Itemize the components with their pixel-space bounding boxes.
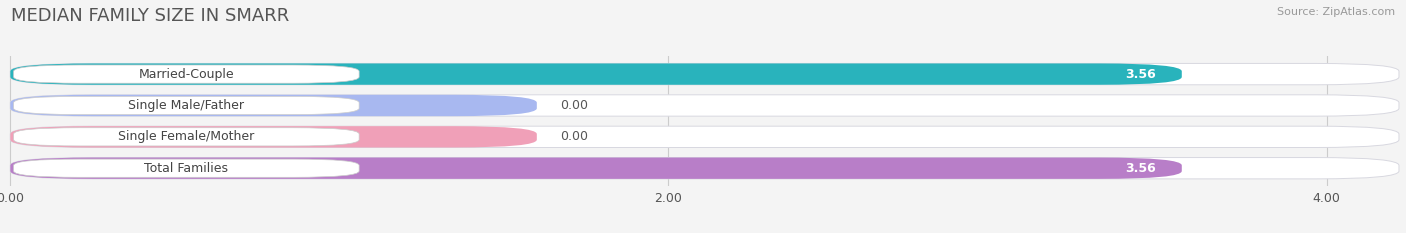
FancyBboxPatch shape (10, 63, 1182, 85)
FancyBboxPatch shape (10, 158, 1399, 179)
Text: Single Female/Mother: Single Female/Mother (118, 130, 254, 143)
FancyBboxPatch shape (10, 126, 537, 147)
FancyBboxPatch shape (14, 96, 359, 115)
FancyBboxPatch shape (14, 128, 359, 146)
Text: Single Male/Father: Single Male/Father (128, 99, 245, 112)
Text: 3.56: 3.56 (1125, 162, 1156, 175)
Text: Married-Couple: Married-Couple (139, 68, 235, 81)
FancyBboxPatch shape (14, 65, 359, 83)
Text: 0.00: 0.00 (560, 99, 588, 112)
Text: Total Families: Total Families (145, 162, 228, 175)
FancyBboxPatch shape (10, 126, 1399, 147)
Text: MEDIAN FAMILY SIZE IN SMARR: MEDIAN FAMILY SIZE IN SMARR (11, 7, 290, 25)
FancyBboxPatch shape (10, 63, 1399, 85)
FancyBboxPatch shape (10, 95, 537, 116)
FancyBboxPatch shape (10, 95, 1399, 116)
Text: 0.00: 0.00 (560, 130, 588, 143)
FancyBboxPatch shape (14, 159, 359, 177)
Text: 3.56: 3.56 (1125, 68, 1156, 81)
Text: Source: ZipAtlas.com: Source: ZipAtlas.com (1277, 7, 1395, 17)
FancyBboxPatch shape (10, 158, 1182, 179)
